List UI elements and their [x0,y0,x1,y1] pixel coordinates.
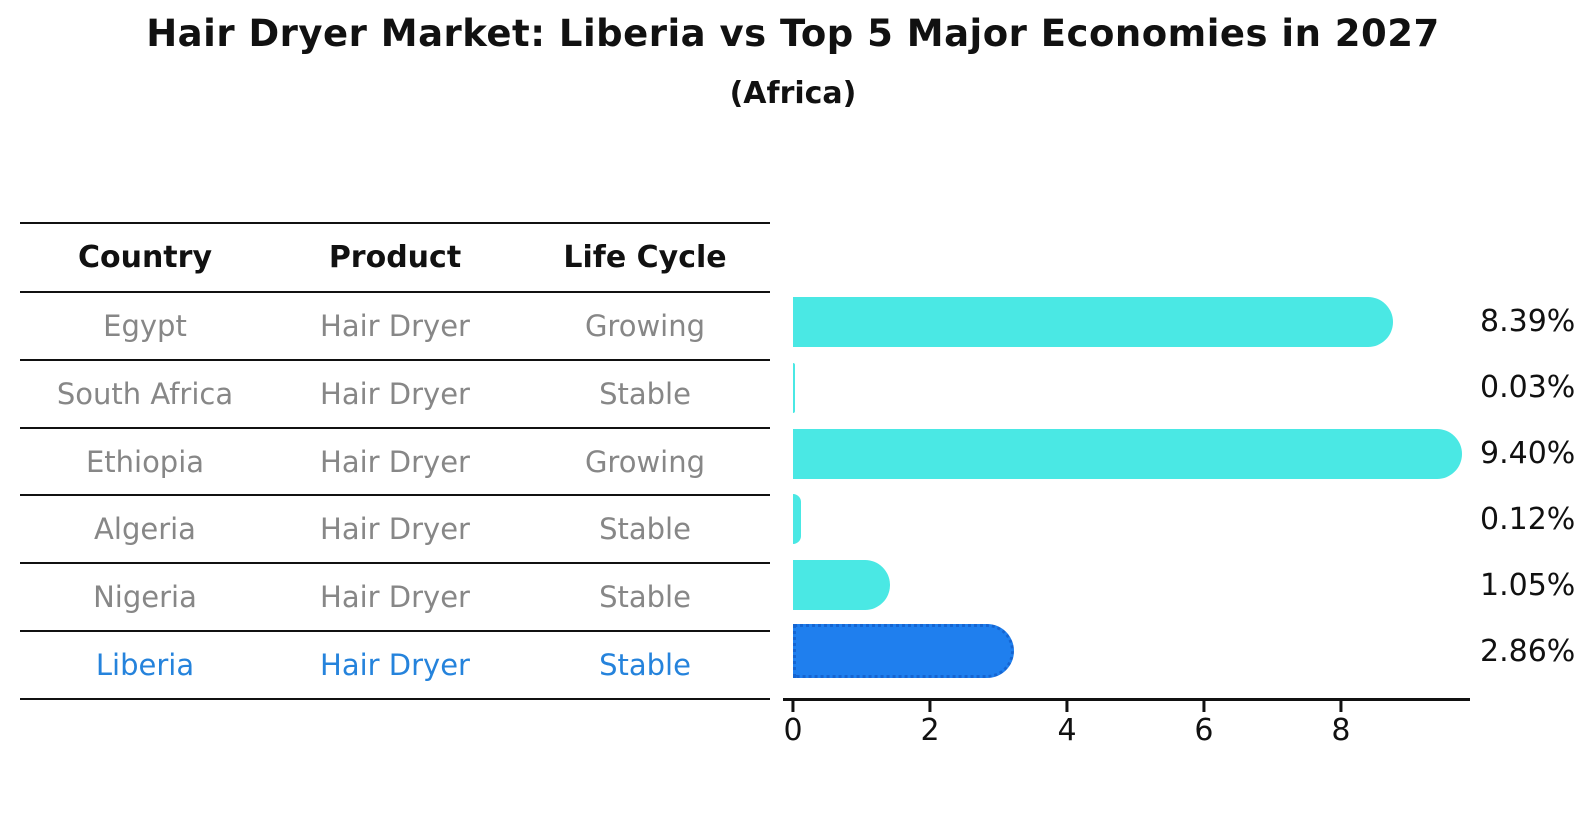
table-row-nigeria: Nigeria Hair Dryer Stable [20,564,770,633]
x-tick-8: 8 [1331,701,1350,748]
table-cell-life-cycle: Growing [584,308,706,343]
x-axis-line [783,698,1470,701]
bar-egypt [793,296,1393,347]
table-header-life-cycle: Life Cycle [563,240,727,275]
value-label-algeria: 0.12% [1480,501,1576,537]
table-header-row: Country Product Life Cycle [20,224,770,293]
bar-row-south-africa [793,355,1469,421]
tick-label: 0 [783,713,803,748]
table-cell-life-cycle: Stable [599,648,691,683]
table-cell-life-cycle: Growing [584,444,706,479]
tick-mark [1339,701,1343,712]
table-cell-product: Hair Dryer [320,512,470,547]
bar-row-egypt [793,289,1469,355]
value-label-column: 8.39% 0.03% 9.40% 0.12% 1.05% 2.86% [1480,289,1575,684]
value-label-liberia: 2.86% [1480,633,1576,669]
x-tick-6: 6 [1194,701,1213,748]
value-label-nigeria: 1.05% [1480,567,1576,603]
table-header-product: Product [328,240,462,275]
x-tick-2: 2 [920,701,940,748]
bar-nigeria [793,560,890,611]
tick-label: 6 [1194,713,1214,748]
table-cell-life-cycle: Stable [599,580,691,615]
x-tick-4: 4 [1057,701,1077,748]
table-cell-product: Hair Dryer [320,580,470,615]
x-tick-0: 0 [783,701,803,748]
table-cell-life-cycle: Stable [599,376,691,411]
value-label-ethiopia: 9.40% [1480,436,1576,472]
tick-mark [791,701,795,712]
table-cell-country: Egypt [103,308,187,343]
tick-label: 2 [920,713,940,748]
bar-south-africa [793,362,796,413]
bar-liberia-highlighted [793,624,1014,679]
table-cell-country: Liberia [95,648,195,683]
table-cell-product: Hair Dryer [320,648,470,683]
table-row-liberia-highlighted: Liberia Hair Dryer Stable [20,632,770,700]
table-row-egypt: Egypt Hair Dryer Growing [20,293,770,361]
table-cell-product: Hair Dryer [320,308,470,343]
table-header-country: Country [77,240,213,275]
table-cell-country: Nigeria [93,580,197,615]
table-row-south-africa: South Africa Hair Dryer Stable [20,361,770,429]
chart-title: Hair Dryer Market: Liberia vs Top 5 Majo… [146,12,1440,55]
bar-algeria [793,494,802,545]
tick-label: 8 [1331,713,1351,748]
table-row-ethiopia: Ethiopia Hair Dryer Growing [20,429,770,497]
bar-row-algeria [793,486,1469,552]
bar-row-nigeria [793,552,1469,618]
bar-row-liberia [793,618,1469,684]
value-label-egypt: 8.39% [1480,304,1576,340]
chart-subtitle: (Africa) [729,76,857,111]
table-cell-product: Hair Dryer [320,376,470,411]
comparison-table: Country Product Life Cycle Egypt Hair Dr… [20,222,770,700]
table-cell-country: Algeria [94,512,196,547]
bar-ethiopia [793,428,1462,479]
table-cell-country: Ethiopia [85,444,205,479]
tick-mark [1202,701,1206,712]
tick-label: 4 [1057,713,1077,748]
bar-plot-area [793,289,1469,684]
tick-mark [1065,701,1069,712]
table-cell-life-cycle: Stable [599,512,691,547]
tick-mark [928,701,932,712]
table-cell-product: Hair Dryer [320,444,470,479]
bar-row-ethiopia [793,421,1469,487]
table-row-algeria: Algeria Hair Dryer Stable [20,496,770,565]
table-cell-country: South Africa [56,376,234,411]
value-label-south-africa: 0.03% [1480,370,1576,406]
